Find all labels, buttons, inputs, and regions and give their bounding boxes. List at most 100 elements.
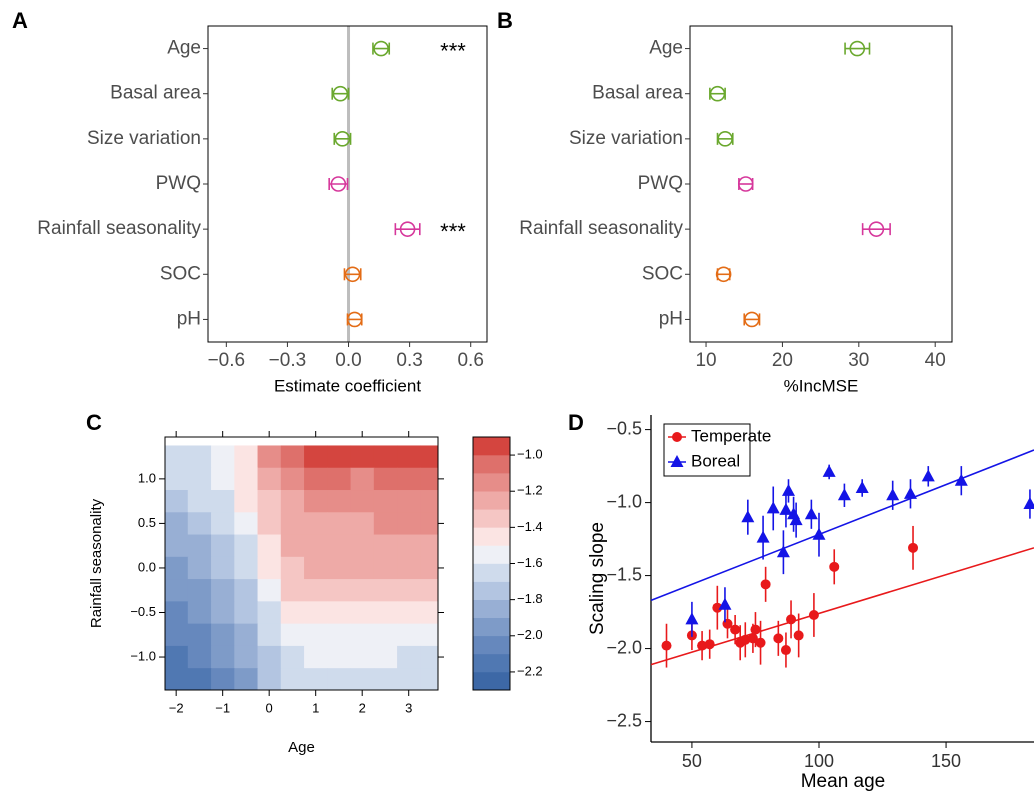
point (744, 311, 760, 328)
point (755, 637, 766, 648)
contour-cell (420, 445, 438, 469)
point (822, 464, 836, 477)
contour-cell (211, 556, 235, 580)
contour-cell (420, 601, 438, 625)
x-tick-label: −2 (169, 700, 184, 715)
point (697, 640, 708, 651)
contour-cell (234, 579, 259, 602)
contour-cell (165, 556, 189, 580)
legend-label: Temperate (691, 426, 771, 445)
colorbar-tick-label: −1.6 (517, 555, 543, 570)
contour-cell (397, 490, 421, 513)
point (661, 640, 672, 651)
colorbar-cell (473, 635, 510, 655)
point (760, 579, 771, 590)
point (718, 597, 732, 610)
contour-cell (327, 645, 352, 669)
contour-cell (327, 534, 352, 558)
contour-cell (234, 645, 259, 669)
contour-cell (257, 490, 282, 513)
contour-cell (280, 556, 305, 580)
fit-line (650, 449, 1034, 602)
x-tick-label: −1 (215, 700, 230, 715)
contour-cell (304, 534, 328, 558)
colorbar-cell (473, 455, 510, 474)
point (344, 266, 361, 283)
x-tick-label: 3 (405, 700, 412, 715)
colorbar-cell (473, 545, 510, 564)
contour-cell (350, 645, 375, 669)
contour-cell (211, 645, 235, 669)
contour-cell (211, 601, 235, 625)
contour-cell (187, 534, 212, 558)
contour-cell (280, 445, 305, 469)
colorbar-tick-label: −1.2 (517, 483, 543, 498)
contour-cell (165, 467, 189, 491)
point (793, 630, 804, 641)
point (730, 624, 741, 635)
contour-cell (211, 668, 235, 690)
contour-fill (165, 445, 438, 690)
y-tick-label: Age (167, 38, 201, 59)
contour-cell (165, 645, 189, 669)
y-tick-label: Basal area (110, 83, 201, 104)
point (1023, 497, 1034, 510)
contour-cell (165, 579, 189, 602)
colorbar-cell (473, 599, 510, 619)
contour-cell (187, 579, 212, 602)
contour-cell (165, 445, 189, 469)
contour-cell (327, 623, 352, 647)
contour-cell (187, 623, 212, 647)
colorbar-tick-label: −1.4 (517, 519, 543, 534)
contour-cell (257, 445, 282, 469)
y-tick-label: Rainfall seasonality (37, 218, 201, 239)
y-tick-label: SOC (642, 263, 683, 284)
contour-cell (304, 467, 328, 491)
contour-cell (234, 668, 259, 690)
contour-cell (304, 668, 328, 690)
contour-cell (397, 623, 421, 647)
contour-cell (327, 445, 352, 469)
colorbar-cell (473, 617, 510, 637)
point (780, 645, 791, 656)
x-tick-label: 0 (266, 700, 273, 715)
contour-cell (397, 534, 421, 558)
contour-cell (350, 668, 375, 690)
point (804, 507, 818, 520)
contour-cell (211, 579, 235, 602)
y-tick-label: −2.0 (606, 637, 642, 657)
point (849, 40, 866, 57)
contour-cell (211, 512, 235, 536)
x-tick-label: 150 (931, 751, 961, 771)
contour-cell (234, 534, 259, 558)
contour-cell (397, 579, 421, 602)
point (740, 634, 751, 645)
plot-frame (689, 25, 953, 343)
y-tick-label: 1.0 (138, 470, 156, 485)
contour-cell (350, 467, 375, 491)
contour-cell (420, 556, 438, 580)
colorbar-cell (473, 437, 510, 456)
y-tick-label: pH (659, 308, 683, 329)
y-tick-label: pH (177, 308, 201, 329)
point (773, 633, 784, 644)
contour-cell (397, 467, 421, 491)
point (346, 311, 363, 328)
contour-cell (373, 668, 398, 690)
colorbar-cell (473, 473, 510, 492)
y-tick-label: 0.5 (138, 515, 156, 530)
y-tick-label: −1.0 (130, 648, 156, 663)
point (789, 513, 803, 526)
point (921, 469, 935, 482)
contour-cell (304, 623, 328, 647)
contour-cell (420, 668, 438, 690)
point (908, 542, 919, 553)
y-axis-label: Scaling slope (587, 522, 608, 635)
contour-cell (373, 534, 398, 558)
contour-cell (187, 668, 212, 690)
contour-cell (257, 645, 282, 669)
point (837, 488, 851, 501)
point (334, 131, 351, 147)
contour-cell (373, 467, 398, 491)
colorbar-tick-label: −1.0 (517, 447, 543, 462)
